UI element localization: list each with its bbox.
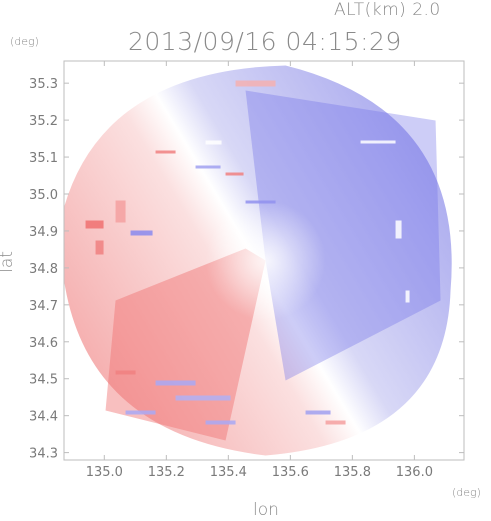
clutter-streak [155, 380, 196, 386]
clutter-streak [225, 172, 244, 176]
y-tick-label: 34.4 [29, 410, 58, 425]
y-tick-label: 34.9 [29, 225, 58, 240]
y-tick-label: 34.3 [29, 447, 58, 462]
y-tick-label: 34.8 [29, 262, 58, 277]
clutter-streak [130, 230, 153, 236]
clutter-streak [205, 140, 222, 145]
clutter-streak [405, 290, 410, 303]
clutter-streak [115, 370, 136, 375]
chart-title-datetime: 2013/09/16 04:15:29 [128, 27, 402, 56]
clutter-streak [395, 220, 402, 239]
clutter-streak [195, 165, 221, 169]
clutter-streak [85, 220, 104, 229]
x-tick-label: 136.0 [396, 465, 433, 480]
axis-ticks: 135.0 135.2 135.4 135.6 135.8 136.0 34.3 34.4 34… [29, 61, 464, 480]
clutter-streak [115, 200, 126, 223]
clutter-streak [245, 200, 276, 204]
y-tick-label: 35.2 [29, 114, 58, 129]
radar-center-fade [205, 200, 326, 321]
clutter-streak [360, 140, 396, 144]
y-tick-label: 35.3 [29, 77, 58, 92]
y-tick-label: 35.1 [29, 151, 58, 166]
plot-frame [63, 60, 465, 461]
x-tick-label: 135.4 [210, 465, 247, 480]
plot-area [64, 65, 452, 456]
x-axis-unit: (deg) [452, 486, 481, 499]
clutter-streak [155, 150, 176, 154]
x-tick-label: 135.8 [334, 465, 371, 480]
clutter-streak [235, 80, 276, 87]
clutter-streak [325, 420, 346, 425]
x-axis-label: lon [253, 500, 279, 520]
clutter-streak [125, 410, 156, 415]
x-tick-label: 135.2 [148, 465, 185, 480]
clutter-streak [95, 240, 104, 255]
altitude-label: ALT(km) 2.0 [334, 0, 441, 20]
x-tick-label: 135.0 [86, 465, 123, 480]
y-tick-label: 34.6 [29, 336, 58, 351]
y-tick-label: 34.5 [29, 373, 58, 388]
y-tick-label: 34.7 [29, 299, 58, 314]
x-tick-label: 135.6 [272, 465, 309, 480]
y-axis-unit: (deg) [10, 35, 39, 48]
clutter-streak [175, 395, 231, 401]
y-tick-label: 35.0 [29, 188, 58, 203]
clutter-streak [305, 410, 331, 415]
clutter-streak [205, 420, 236, 425]
